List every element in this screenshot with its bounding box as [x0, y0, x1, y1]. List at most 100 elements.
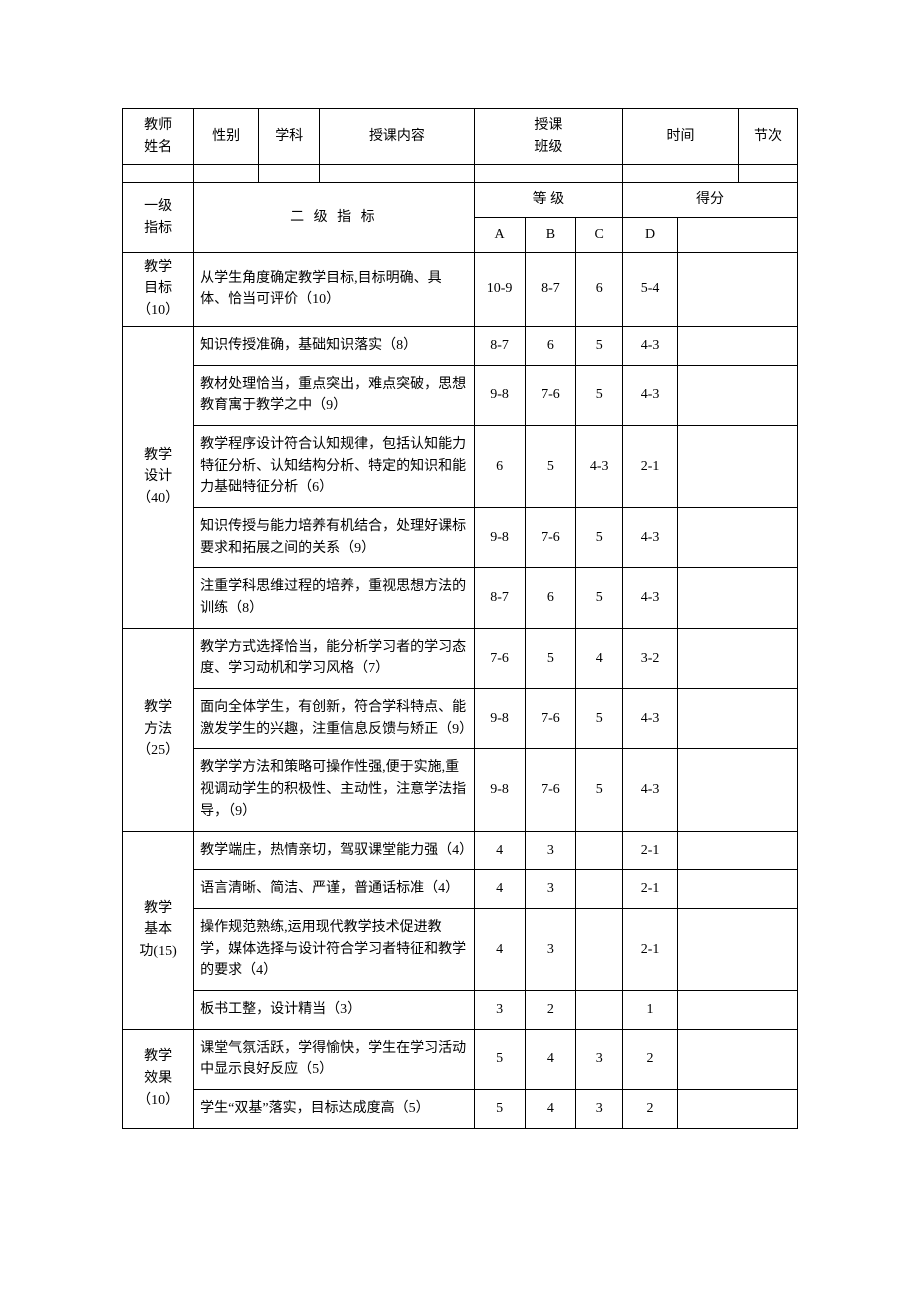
cell-score[interactable]: [677, 870, 797, 909]
cell-A: 4: [474, 870, 525, 909]
section-header-row1: 一级指标 二 级 指 标 等 级 得分: [123, 183, 798, 218]
evaluation-table: 教师姓名 性别 学科 授课内容 授课班级 时间 节次 一级指标 二 级 指 标 …: [122, 108, 798, 1129]
cell-C: 5: [576, 326, 623, 365]
text: 9-8: [490, 387, 509, 402]
cell-score[interactable]: [677, 365, 797, 425]
group-label: 教学设计（40）: [123, 326, 194, 628]
col-score-blank: [677, 218, 797, 253]
text: 教学方法（25）: [137, 700, 179, 758]
table-row: 学生“双基”落实，目标达成度高（5） 5 4 3 2: [123, 1090, 798, 1129]
cell-C: 5: [576, 365, 623, 425]
input-teacher-name[interactable]: [123, 165, 194, 183]
cell-A: 4: [474, 908, 525, 990]
cell-A: 10-9: [474, 252, 525, 326]
cell-A: 4: [474, 831, 525, 870]
label-content: 授课内容: [320, 109, 475, 165]
label-score: 得分: [623, 183, 798, 218]
text: 5: [547, 459, 554, 474]
cell-D: 4-3: [623, 326, 678, 365]
cell-score[interactable]: [677, 689, 797, 749]
cell-C: [576, 990, 623, 1029]
cell-B: 5: [525, 425, 576, 507]
cell-score[interactable]: [677, 252, 797, 326]
input-content[interactable]: [320, 165, 475, 183]
table-row: 教学方法（25） 教学方式选择恰当，能分析学习者的学习态度、学习动机和学习风格（…: [123, 628, 798, 688]
text: 4: [596, 651, 603, 666]
cell-A: 6: [474, 425, 525, 507]
text: 3: [496, 1002, 503, 1017]
input-time[interactable]: [623, 165, 739, 183]
cell-B: 6: [525, 326, 576, 365]
criterion-desc: 板书工整，设计精当（3）: [194, 990, 475, 1029]
criterion-desc: 知识传授准确，基础知识落实（8）: [194, 326, 475, 365]
cell-score[interactable]: [677, 749, 797, 831]
text: 2: [647, 1101, 654, 1116]
cell-score[interactable]: [677, 425, 797, 507]
input-gender[interactable]: [194, 165, 259, 183]
input-subject[interactable]: [259, 165, 320, 183]
cell-C: 3: [576, 1090, 623, 1129]
criterion-desc: 语言清晰、简洁、严谨，普通话标准（4）: [194, 870, 475, 909]
text: 3-2: [641, 651, 660, 666]
cell-D: 3-2: [623, 628, 678, 688]
cell-B: 7-6: [525, 365, 576, 425]
cell-C: [576, 908, 623, 990]
cell-D: 4-3: [623, 507, 678, 567]
cell-score[interactable]: [677, 326, 797, 365]
cell-score[interactable]: [677, 628, 797, 688]
text: 教学效果（10）: [137, 1049, 179, 1107]
table-row: 教材处理恰当，重点突出，难点突破，思想教育寓于教学之中（9） 9-8 7-6 5…: [123, 365, 798, 425]
criterion-desc: 从学生角度确定教学目标,目标明确、具体、恰当可评价（10）: [194, 252, 475, 326]
cell-D: 1: [623, 990, 678, 1029]
cell-B: 3: [525, 831, 576, 870]
table-row: 注重学科思维过程的培养，重视思想方法的训练（8） 8-7 6 5 4-3: [123, 568, 798, 628]
cell-D: 5-4: [623, 252, 678, 326]
text: D: [645, 227, 655, 242]
text: 5: [596, 590, 603, 605]
cell-score[interactable]: [677, 990, 797, 1029]
table-row: 面向全体学生，有创新，符合学科特点、能激发学生的兴趣，注重信息反馈与矫正（9） …: [123, 689, 798, 749]
cell-C: [576, 870, 623, 909]
text: 5: [596, 530, 603, 545]
text: 9-8: [490, 782, 509, 797]
cell-A: 5: [474, 1029, 525, 1089]
cell-B: 5: [525, 628, 576, 688]
text: B: [546, 227, 555, 242]
text: 知识传授准确，基础知识落实（8）: [200, 338, 417, 353]
text: 板书工整，设计精当（3）: [200, 1002, 361, 1017]
text: 9-8: [490, 530, 509, 545]
cell-score[interactable]: [677, 1090, 797, 1129]
table-row: 教学效果（10） 课堂气氛活跃，学得愉快，学生在学习活动中显示良好反应（5） 5…: [123, 1029, 798, 1089]
text: 授课内容: [369, 129, 425, 144]
text: 4-3: [590, 459, 609, 474]
text: 4: [496, 881, 503, 896]
cell-score[interactable]: [677, 908, 797, 990]
cell-score[interactable]: [677, 568, 797, 628]
cell-B: 4: [525, 1029, 576, 1089]
text: 7-6: [541, 711, 560, 726]
cell-D: 2-1: [623, 831, 678, 870]
criterion-desc: 课堂气氛活跃，学得愉快，学生在学习活动中显示良好反应（5）: [194, 1029, 475, 1089]
criterion-desc: 知识传授与能力培养有机结合，处理好课标要求和拓展之间的关系（9）: [194, 507, 475, 567]
text: 授课班级: [534, 118, 562, 155]
table-row: 教学目标（10） 从学生角度确定教学目标,目标明确、具体、恰当可评价（10） 1…: [123, 252, 798, 326]
input-class[interactable]: [474, 165, 622, 183]
text: 5: [496, 1101, 503, 1116]
cell-score[interactable]: [677, 831, 797, 870]
cell-D: 2-1: [623, 908, 678, 990]
col-B: B: [525, 218, 576, 253]
table-row: 知识传授与能力培养有机结合，处理好课标要求和拓展之间的关系（9） 9-8 7-6…: [123, 507, 798, 567]
info-input-row: [123, 165, 798, 183]
cell-score[interactable]: [677, 1029, 797, 1089]
text: 3: [547, 881, 554, 896]
input-period[interactable]: [738, 165, 797, 183]
text: 2-1: [641, 881, 660, 896]
cell-score[interactable]: [677, 507, 797, 567]
cell-C: 4-3: [576, 425, 623, 507]
text: 4: [496, 942, 503, 957]
text: 2-1: [641, 843, 660, 858]
text: 6: [496, 459, 503, 474]
cell-B: 7-6: [525, 689, 576, 749]
group-label: 教学基本功(15): [123, 831, 194, 1029]
text: 从学生角度确定教学目标,目标明确、具体、恰当可评价（10）: [200, 271, 442, 308]
